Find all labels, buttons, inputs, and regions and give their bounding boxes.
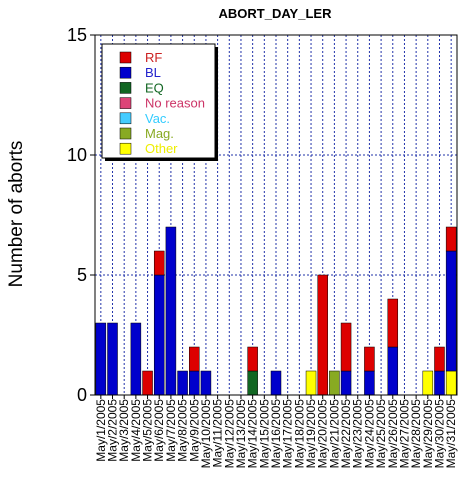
x-tick-label: May/2/2005 bbox=[106, 399, 120, 462]
legend-swatch bbox=[119, 127, 132, 140]
bar-segment-rf bbox=[153, 250, 165, 276]
x-tick-label: May/8/2005 bbox=[176, 399, 190, 462]
x-tick-label: May/13/2005 bbox=[234, 399, 248, 469]
x-tick-label: May/6/2005 bbox=[152, 399, 166, 462]
x-tick-label: May/15/2005 bbox=[257, 399, 271, 469]
bar-segment-bl bbox=[95, 322, 107, 396]
bar-segment-other bbox=[422, 370, 434, 396]
x-tick-label: May/22/2005 bbox=[339, 399, 353, 469]
legend-label: Other bbox=[145, 141, 178, 156]
bar-segment-bl bbox=[387, 346, 399, 396]
x-tick-label: May/23/2005 bbox=[351, 399, 365, 469]
y-axis-label: Number of aborts bbox=[6, 141, 27, 288]
x-tick-label: May/4/2005 bbox=[129, 399, 143, 462]
x-tick-label: May/21/2005 bbox=[327, 399, 341, 469]
y-tick-label: 0 bbox=[77, 385, 87, 405]
x-tick-label: May/11/2005 bbox=[211, 399, 225, 468]
x-tick-label: May/18/2005 bbox=[292, 399, 306, 469]
bar-segment-bl bbox=[107, 322, 118, 396]
x-tick-label: May/9/2005 bbox=[187, 399, 201, 462]
x-tick-label: May/20/2005 bbox=[316, 399, 330, 469]
bar-segment-bl bbox=[364, 370, 375, 396]
x-tick-label: May/25/2005 bbox=[374, 399, 388, 469]
bar-segment-bl bbox=[270, 370, 282, 396]
x-tick-label: May/19/2005 bbox=[304, 399, 318, 469]
x-tick-label: May/29/2005 bbox=[421, 399, 435, 469]
bar-segment-rf bbox=[434, 346, 445, 372]
x-tick-label: May/28/2005 bbox=[409, 399, 423, 469]
y-tick-label: 10 bbox=[67, 145, 87, 165]
x-tick-label: May/24/2005 bbox=[362, 399, 376, 469]
y-tick-label: 15 bbox=[67, 25, 87, 45]
bar-segment-other bbox=[445, 370, 457, 396]
x-tick-label: May/16/2005 bbox=[269, 399, 283, 469]
bar-segment-rf bbox=[387, 298, 399, 348]
legend-swatch bbox=[119, 97, 132, 109]
legend-swatch bbox=[119, 142, 132, 155]
x-tick-label: May/17/2005 bbox=[281, 399, 295, 469]
bar-segment-bl bbox=[165, 226, 177, 396]
x-tick-label: May/30/2005 bbox=[432, 399, 446, 469]
bar-segment-bl bbox=[130, 322, 142, 396]
legend-swatch bbox=[119, 82, 132, 94]
x-tick-label: May/1/2005 bbox=[94, 399, 108, 462]
bar-segment-bl bbox=[177, 370, 188, 396]
x-tick-label: May/10/2005 bbox=[199, 399, 213, 469]
x-tick-label: May/7/2005 bbox=[164, 399, 178, 462]
bar-segment-mag bbox=[329, 370, 340, 396]
y-ticks: 0 5 10 15 bbox=[67, 25, 95, 405]
x-tick-label: May/31/2005 bbox=[444, 399, 458, 469]
legend-label: No reason bbox=[145, 96, 205, 111]
x-tick-label: May/26/2005 bbox=[386, 399, 400, 469]
bar-segment-rf bbox=[247, 346, 258, 372]
legend-label: EQ bbox=[145, 80, 164, 95]
bar-segment-rf bbox=[142, 370, 153, 396]
legend-label: BL bbox=[145, 65, 161, 80]
bar-segment-bl bbox=[200, 370, 212, 396]
bar-stack-group bbox=[95, 226, 457, 396]
bar-segment-bl bbox=[153, 274, 165, 396]
legend-label: RF bbox=[145, 50, 162, 65]
bar-segment-other bbox=[305, 370, 317, 396]
legend-swatch bbox=[119, 66, 132, 79]
x-tick-label: May/3/2005 bbox=[117, 399, 131, 462]
bar-segment-bl bbox=[340, 370, 352, 396]
bar-segment-rf bbox=[189, 346, 200, 372]
bar-segment-rf bbox=[340, 322, 352, 372]
legend-label: Vac. bbox=[145, 111, 170, 126]
x-tick-label: May/27/2005 bbox=[397, 399, 411, 469]
bar-segment-rf bbox=[445, 226, 457, 252]
x-tick-label: May/5/2005 bbox=[141, 399, 155, 462]
bar-segment-bl bbox=[445, 250, 457, 372]
y-tick-label: 5 bbox=[77, 265, 87, 285]
legend-swatch bbox=[119, 112, 132, 125]
x-ticks: May/1/2005May/2/2005May/3/2005May/4/2005… bbox=[94, 395, 458, 468]
chart-title: ABORT_DAY_LER bbox=[219, 6, 333, 21]
bar-segment-rf bbox=[364, 346, 375, 372]
bar-segment-bl bbox=[434, 370, 445, 396]
x-tick-label: May/14/2005 bbox=[246, 399, 260, 469]
bar-segment-bl bbox=[189, 370, 200, 396]
bar-segment-rf bbox=[317, 274, 328, 396]
x-tick-label: May/12/2005 bbox=[222, 399, 236, 469]
legend-swatch bbox=[119, 51, 132, 64]
legend-label: Mag. bbox=[145, 126, 174, 141]
bar-segment-eq bbox=[247, 370, 258, 396]
